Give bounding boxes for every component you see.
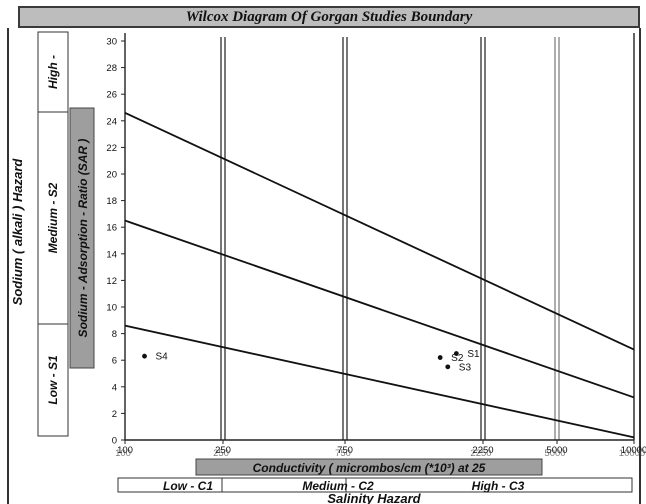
y-tick-label-7: 14 xyxy=(106,249,117,260)
salinity-class-high: High - C3 xyxy=(472,479,525,493)
sodium-class-box-medium xyxy=(37,111,69,325)
point-s2 xyxy=(437,355,443,360)
y-tick-label-14: 28 xyxy=(106,63,117,74)
x-tick-label-lower-4: 5000 xyxy=(544,448,565,459)
y-tick-label-6: 12 xyxy=(106,276,117,287)
y-tick-label-4: 8 xyxy=(112,329,117,340)
x-tick-label-lower-0: 100 xyxy=(115,448,131,459)
salinity-class-medium: Medium - C2 xyxy=(302,479,374,493)
x-tick-label-lower-1: 250 xyxy=(213,448,229,459)
y-tick-label-12: 24 xyxy=(106,116,117,127)
sodium-class-low: Low - S1 xyxy=(46,355,60,405)
x-tick-label-2: 750 xyxy=(337,445,353,456)
x-tick-label-lower-5: 10000 xyxy=(619,448,645,459)
point-s4 xyxy=(142,353,147,359)
y-tick-label-9: 18 xyxy=(106,196,117,207)
y-tick-label-13: 26 xyxy=(106,90,117,101)
xlabel-box xyxy=(195,458,543,476)
salinity-hazard-label: Salinity Hazard xyxy=(327,491,421,504)
boundary-line-0 xyxy=(124,112,635,351)
y-tick-label-15: 30 xyxy=(106,37,117,48)
chart-title: Wilcox Diagram Of Gorgan Studies Boundar… xyxy=(185,8,473,25)
sodium-hazard-label: Sodium ( alkali ) Hazard xyxy=(10,158,25,306)
x-tick-label-1: 250 xyxy=(215,445,231,456)
x-tick-label-3: 2250 xyxy=(472,445,493,456)
y-tick-label-11: 22 xyxy=(106,143,117,154)
x-tick-label-0: 100 xyxy=(117,445,133,456)
x-tick-label-4: 5000 xyxy=(546,445,567,456)
x-axis-label: Conductivity ( micrombos/cm (*10³) at 25 xyxy=(253,461,486,475)
data-points: S4 S2 S1 S3 xyxy=(142,349,480,373)
sodium-class-box-high xyxy=(37,31,69,113)
sodium-class-high: High - xyxy=(46,55,60,89)
point-s1 xyxy=(453,351,459,356)
point-label-s1: S1 xyxy=(467,349,480,360)
y-tick-label-1: 2 xyxy=(112,409,117,420)
boundary-line-1 xyxy=(124,219,635,399)
salinity-class-low: Low - C1 xyxy=(163,479,213,493)
y-tick-label-10: 20 xyxy=(106,170,117,181)
boundary-lines xyxy=(124,112,635,439)
vertical-dividers xyxy=(220,37,560,440)
y-tick-label-2: 4 xyxy=(112,382,117,393)
x-tick-label-5: 10000 xyxy=(621,445,646,456)
point-label-s3: S3 xyxy=(459,362,472,373)
point-label-s2: S2 xyxy=(451,353,464,364)
x-tick-label-lower-3: 2250 xyxy=(470,448,491,459)
y-axis-label: Sodium - Adsorption - Ratio (SAR ) xyxy=(76,139,90,338)
y-tick-label-8: 16 xyxy=(106,223,117,234)
y-tick-label-0: 0 xyxy=(112,436,117,447)
point-label-s4: S4 xyxy=(155,352,168,363)
y-tick-label-3: 6 xyxy=(112,356,117,367)
ylabel-box xyxy=(69,107,95,369)
salinity-class-box-high xyxy=(345,477,633,493)
chart-title-bar: Wilcox Diagram Of Gorgan Studies Boundar… xyxy=(18,6,640,28)
boundary-line-2 xyxy=(124,324,635,439)
point-s3 xyxy=(445,364,451,370)
y-tick-label-5: 10 xyxy=(106,303,117,314)
sodium-class-medium: Medium - S2 xyxy=(46,182,60,253)
sodium-class-box-low xyxy=(37,323,69,437)
x-tick-label-lower-2: 750 xyxy=(335,448,351,459)
